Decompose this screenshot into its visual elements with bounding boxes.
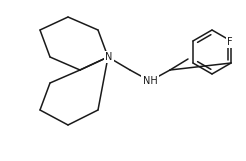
Text: N: N [105,52,113,62]
Text: F: F [227,37,233,47]
Text: NH: NH [143,76,157,86]
